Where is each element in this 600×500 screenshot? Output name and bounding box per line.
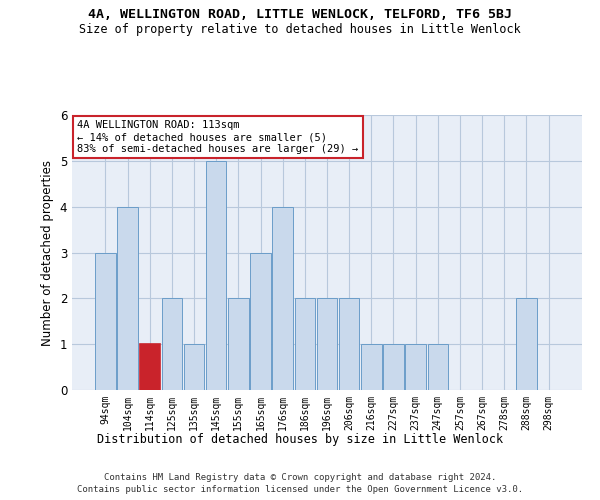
Text: Size of property relative to detached houses in Little Wenlock: Size of property relative to detached ho… [79, 22, 521, 36]
Bar [184, 344, 204, 390]
Text: Contains HM Land Registry data © Crown copyright and database right 2024.: Contains HM Land Registry data © Crown c… [104, 472, 496, 482]
Text: Distribution of detached houses by size in Little Wenlock: Distribution of detached houses by size … [97, 432, 503, 446]
Bar [317, 298, 337, 390]
Y-axis label: Number of detached properties: Number of detached properties [41, 160, 54, 346]
Bar [339, 298, 359, 390]
Bar [428, 344, 448, 390]
Bar [516, 298, 536, 390]
Bar [228, 298, 248, 390]
Bar [161, 298, 182, 390]
Text: 4A, WELLINGTON ROAD, LITTLE WENLOCK, TELFORD, TF6 5BJ: 4A, WELLINGTON ROAD, LITTLE WENLOCK, TEL… [88, 8, 512, 20]
Bar [206, 161, 226, 390]
Bar [383, 344, 404, 390]
Bar [118, 206, 138, 390]
Bar [406, 344, 426, 390]
Bar [140, 344, 160, 390]
Bar [295, 298, 315, 390]
Text: Contains public sector information licensed under the Open Government Licence v3: Contains public sector information licen… [77, 485, 523, 494]
Bar [272, 206, 293, 390]
Bar [250, 252, 271, 390]
Bar [361, 344, 382, 390]
Bar [95, 252, 116, 390]
Text: 4A WELLINGTON ROAD: 113sqm
← 14% of detached houses are smaller (5)
83% of semi-: 4A WELLINGTON ROAD: 113sqm ← 14% of deta… [77, 120, 358, 154]
